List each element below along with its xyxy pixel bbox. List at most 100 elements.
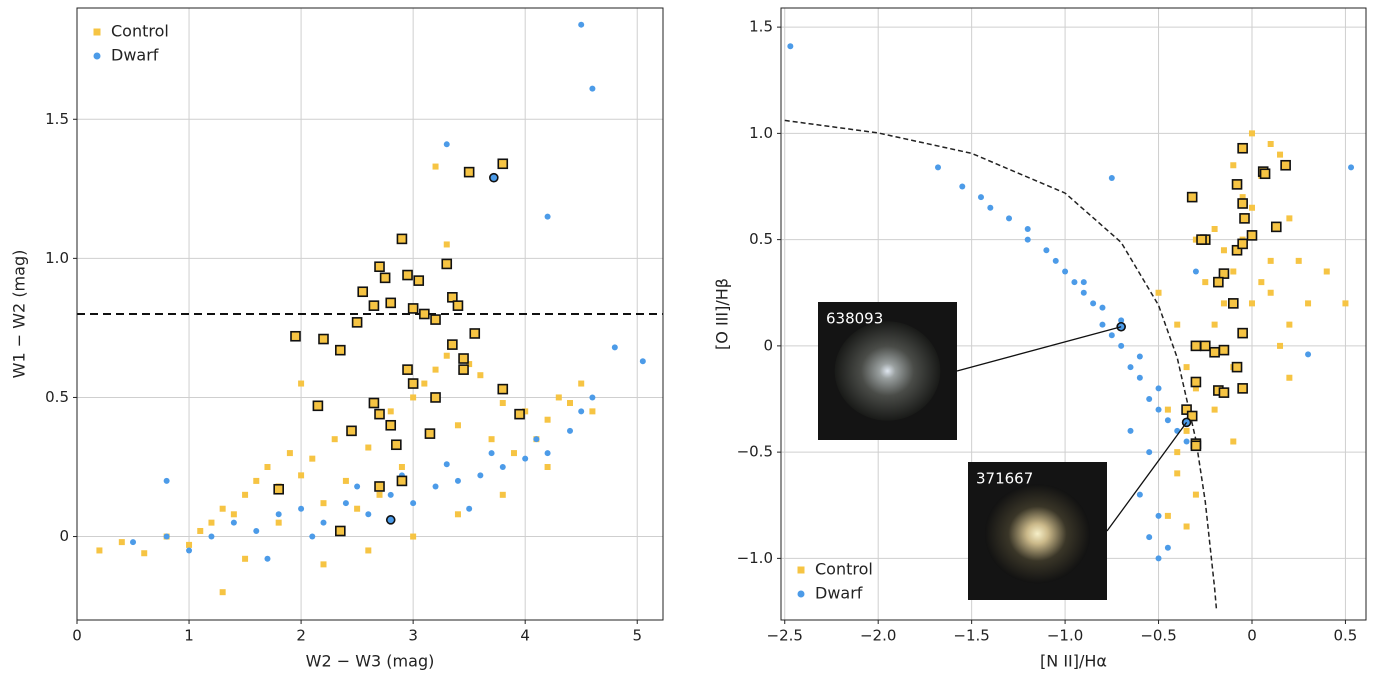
data-point — [354, 505, 361, 512]
data-point — [1239, 213, 1250, 224]
legend-marker — [797, 566, 805, 574]
legend-label: Control — [815, 560, 873, 579]
data-point — [163, 477, 170, 484]
data-point — [1183, 523, 1190, 530]
data-point — [351, 317, 363, 328]
data-point — [320, 519, 327, 526]
plot-area — [784, 43, 1355, 610]
data-point — [242, 491, 249, 498]
data-point — [1186, 191, 1198, 203]
data-point — [959, 183, 966, 190]
data-point — [477, 372, 484, 379]
data-point — [452, 300, 464, 311]
data-point — [1099, 304, 1106, 311]
data-point — [1202, 279, 1209, 286]
data-point — [368, 300, 380, 311]
data-point — [1006, 215, 1013, 222]
data-point — [1024, 226, 1031, 232]
data-point — [186, 547, 193, 554]
y-tick-label: 1.5 — [749, 18, 773, 36]
data-point — [1213, 276, 1224, 288]
data-point — [186, 541, 193, 548]
data-point — [1155, 385, 1162, 392]
data-point — [1237, 327, 1248, 339]
data-point — [1211, 226, 1218, 232]
data-point — [555, 394, 562, 401]
data-point — [1090, 300, 1097, 307]
data-point — [407, 303, 419, 314]
y-axis-label: [O III]/Hβ — [713, 278, 732, 350]
data-point — [331, 436, 338, 443]
data-point — [787, 43, 794, 50]
data-point — [1305, 351, 1312, 358]
data-point — [335, 525, 346, 537]
data-point — [499, 464, 506, 470]
data-point — [118, 539, 125, 546]
data-point — [379, 272, 391, 284]
data-point — [589, 394, 596, 401]
data-point — [1220, 300, 1227, 307]
data-point — [1218, 344, 1230, 356]
data-point — [432, 366, 439, 373]
data-point — [1286, 374, 1293, 381]
x-tick-label: −2.5 — [767, 627, 803, 645]
data-point — [396, 233, 408, 245]
data-point — [374, 408, 385, 420]
data-point — [1062, 268, 1069, 275]
data-point — [230, 519, 237, 526]
data-point — [402, 364, 413, 375]
data-point — [163, 533, 170, 540]
data-point — [253, 527, 260, 534]
plot-frame — [76, 7, 664, 621]
data-point — [443, 141, 450, 148]
legend-marker — [93, 52, 101, 60]
data-point — [514, 408, 525, 420]
data-point — [335, 344, 346, 356]
data-point — [309, 455, 316, 462]
data-point — [1248, 300, 1255, 307]
data-point — [510, 450, 517, 457]
x-tick-label: 1 — [184, 627, 194, 645]
data-point — [1192, 491, 1199, 498]
y-axis-label: W1 − W2 (mag) — [10, 250, 29, 379]
data-point — [385, 297, 397, 309]
data-point — [1211, 406, 1218, 413]
data-point — [309, 533, 316, 540]
data-point — [275, 519, 282, 526]
data-point — [1199, 340, 1211, 352]
galaxy — [984, 484, 1091, 584]
data-point — [977, 194, 984, 201]
data-point — [141, 550, 148, 557]
data-point — [1230, 162, 1237, 169]
data-point — [1237, 198, 1248, 209]
data-point — [1192, 268, 1199, 275]
data-point — [1246, 230, 1258, 241]
data-point — [1267, 141, 1274, 147]
x-tick-label: 3 — [408, 627, 418, 645]
data-point — [130, 539, 137, 546]
target-ring — [1116, 322, 1126, 332]
data-point — [1211, 321, 1218, 328]
data-point — [354, 483, 361, 490]
data-point — [443, 461, 450, 468]
data-point — [398, 464, 405, 470]
data-point — [447, 339, 458, 350]
y-tick-label: 0.5 — [749, 230, 773, 248]
data-point — [522, 408, 529, 415]
data-point — [1259, 168, 1271, 180]
data-point — [1239, 194, 1246, 201]
data-point — [242, 555, 249, 562]
data-point — [357, 286, 369, 298]
data-point — [1230, 268, 1237, 275]
data-point — [346, 425, 357, 437]
data-point — [424, 428, 436, 439]
data-point — [1164, 406, 1171, 413]
data-point — [1267, 289, 1274, 296]
data-point — [441, 258, 453, 270]
data-point — [273, 483, 284, 495]
data-point — [264, 555, 271, 562]
data-point — [934, 164, 941, 171]
data-point — [253, 477, 260, 484]
data-point — [208, 533, 215, 540]
data-point — [987, 204, 994, 211]
